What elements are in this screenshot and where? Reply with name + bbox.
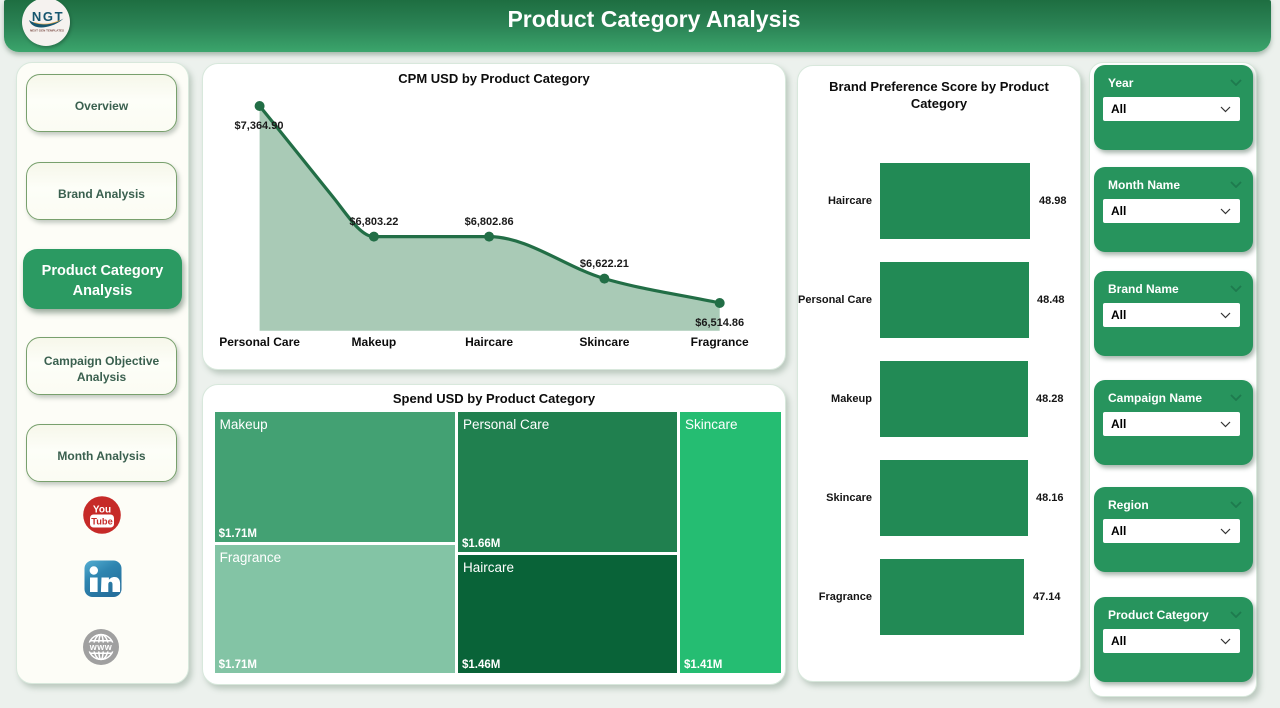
svg-text:$6,622.21: $6,622.21	[580, 258, 629, 270]
svg-text:You: You	[93, 504, 111, 515]
svg-text:Haircare: Haircare	[465, 335, 513, 349]
svg-text:$6,802.86: $6,802.86	[465, 216, 514, 228]
svg-text:www: www	[89, 642, 113, 652]
svg-text:$7,364.90: $7,364.90	[235, 120, 284, 132]
svg-text:NEXT GEN TEMPLATES: NEXT GEN TEMPLATES	[30, 29, 64, 33]
svg-text:$6,514.86: $6,514.86	[695, 317, 744, 329]
svg-text:Fragrance: Fragrance	[691, 335, 749, 349]
svg-text:NGT: NGT	[32, 9, 64, 24]
svg-text:Skincare: Skincare	[579, 335, 629, 349]
svg-text:$6,803.22: $6,803.22	[349, 216, 398, 228]
svg-text:Personal Care: Personal Care	[219, 335, 300, 349]
svg-text:Makeup: Makeup	[352, 335, 397, 349]
svg-text:Tube: Tube	[91, 516, 113, 526]
